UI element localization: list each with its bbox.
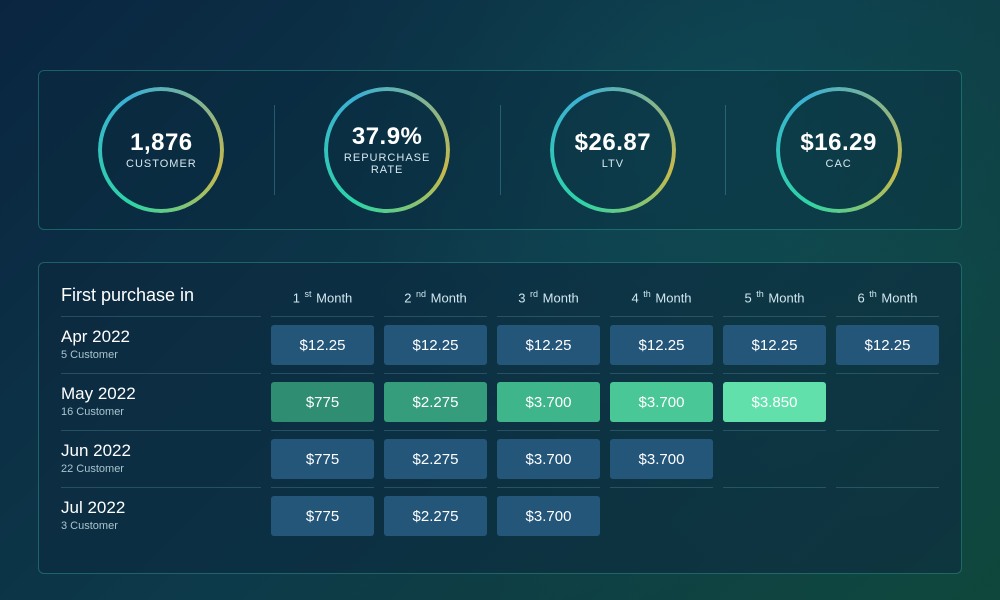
cohort-cell-wrap: $3.700 bbox=[610, 430, 713, 487]
cohort-cell-wrap: $12.25 bbox=[384, 316, 487, 373]
cohort-cell-wrap: $775 bbox=[271, 487, 374, 544]
cohort-cell: $3.700 bbox=[497, 382, 600, 422]
cohort-cell-wrap: $3.700 bbox=[497, 487, 600, 544]
cohort-cell: $3.700 bbox=[610, 382, 713, 422]
cohort-cell-wrap: $3.700 bbox=[497, 430, 600, 487]
cohort-cell: $775 bbox=[271, 439, 374, 479]
cohort-cell-wrap: $3.850 bbox=[723, 373, 826, 430]
cohort-grid: First purchase in 1 st Month 2 nd Month 3 … bbox=[61, 279, 939, 544]
cohort-cell-wrap bbox=[836, 487, 939, 544]
kpi-value: 1,876 bbox=[130, 130, 193, 156]
kpi-label: CUSTOMER bbox=[126, 158, 197, 170]
cohort-cell-wrap: $2.275 bbox=[384, 487, 487, 544]
cohort-cell-wrap bbox=[836, 430, 939, 487]
kpi-ring: $26.87 LTV bbox=[550, 87, 676, 213]
cohort-cell: $12.25 bbox=[836, 325, 939, 365]
cohort-row-subtitle: 16 Customer bbox=[61, 406, 261, 418]
cohort-row-title: Jun 2022 bbox=[61, 441, 261, 461]
cohort-row-header: Jul 2022 3 Customer bbox=[61, 487, 261, 544]
cohort-column-header: 4 th Month bbox=[610, 279, 713, 316]
cohort-column-header: 3 rd Month bbox=[497, 279, 600, 316]
cohort-column-header: 6 th Month bbox=[836, 279, 939, 316]
kpi-value: $16.29 bbox=[800, 130, 876, 156]
cohort-cell-wrap bbox=[723, 487, 826, 544]
cohort-row-subtitle: 22 Customer bbox=[61, 463, 261, 475]
kpi-label: LTV bbox=[602, 158, 624, 170]
cohort-column-header: 2 nd Month bbox=[384, 279, 487, 316]
cohort-cell: $12.25 bbox=[271, 325, 374, 365]
cohort-row-subtitle: 5 Customer bbox=[61, 349, 261, 361]
cohort-cell-wrap: $3.700 bbox=[610, 373, 713, 430]
cohort-cell: $12.25 bbox=[497, 325, 600, 365]
cohort-cell: $775 bbox=[271, 496, 374, 536]
cohort-cell-wrap: $12.25 bbox=[723, 316, 826, 373]
cohort-cell: $12.25 bbox=[723, 325, 826, 365]
cohort-cell-wrap bbox=[610, 487, 713, 544]
cohort-cell: $12.25 bbox=[610, 325, 713, 365]
cohort-row-header: May 2022 16 Customer bbox=[61, 373, 261, 430]
cohort-title: First purchase in bbox=[61, 279, 261, 316]
cohort-cell-wrap: $775 bbox=[271, 430, 374, 487]
cohort-row-title: May 2022 bbox=[61, 384, 261, 404]
cohort-cell-wrap bbox=[836, 373, 939, 430]
cohort-column-header: 5 th Month bbox=[723, 279, 826, 316]
cohort-cell-wrap: $12.25 bbox=[610, 316, 713, 373]
cohort-cell-wrap bbox=[723, 430, 826, 487]
kpi-ring: 1,876 CUSTOMER bbox=[98, 87, 224, 213]
cohort-cell-wrap: $775 bbox=[271, 373, 374, 430]
cohort-row-subtitle: 3 Customer bbox=[61, 520, 261, 532]
cohort-row-title: Apr 2022 bbox=[61, 327, 261, 347]
cohort-cell: $12.25 bbox=[384, 325, 487, 365]
kpi-repurchase-rate: 37.9% REPURCHASE RATE bbox=[275, 71, 500, 229]
cohort-cell: $3.850 bbox=[723, 382, 826, 422]
cohort-cell-wrap: $12.25 bbox=[271, 316, 374, 373]
cohort-cell-wrap: $12.25 bbox=[497, 316, 600, 373]
kpi-label: REPURCHASE RATE bbox=[344, 152, 430, 176]
cohort-cell: $3.700 bbox=[497, 496, 600, 536]
cohort-panel: First purchase in 1 st Month 2 nd Month 3 … bbox=[38, 262, 962, 574]
cohort-cell-wrap: $2.275 bbox=[384, 430, 487, 487]
cohort-row-title: Jul 2022 bbox=[61, 498, 261, 518]
cohort-cell: $2.275 bbox=[384, 382, 487, 422]
cohort-cell-wrap: $2.275 bbox=[384, 373, 487, 430]
kpi-panel: 1,876 CUSTOMER 37.9% REPURCHASE RATE $26… bbox=[38, 70, 962, 230]
cohort-cell: $2.275 bbox=[384, 439, 487, 479]
cohort-row-header: Jun 2022 22 Customer bbox=[61, 430, 261, 487]
cohort-cell-wrap: $3.700 bbox=[497, 373, 600, 430]
cohort-cell: $2.275 bbox=[384, 496, 487, 536]
kpi-customer: 1,876 CUSTOMER bbox=[49, 71, 274, 229]
cohort-row-header: Apr 2022 5 Customer bbox=[61, 316, 261, 373]
cohort-cell: $3.700 bbox=[610, 439, 713, 479]
kpi-ring: 37.9% REPURCHASE RATE bbox=[324, 87, 450, 213]
kpi-ltv: $26.87 LTV bbox=[501, 71, 726, 229]
cohort-cell: $3.700 bbox=[497, 439, 600, 479]
cohort-cell: $775 bbox=[271, 382, 374, 422]
kpi-value: $26.87 bbox=[575, 130, 651, 156]
kpi-cac: $16.29 CAC bbox=[726, 71, 951, 229]
cohort-cell-wrap: $12.25 bbox=[836, 316, 939, 373]
kpi-ring: $16.29 CAC bbox=[776, 87, 902, 213]
kpi-value: 37.9% bbox=[352, 124, 423, 150]
cohort-column-header: 1 st Month bbox=[271, 279, 374, 316]
kpi-label: CAC bbox=[826, 158, 852, 170]
